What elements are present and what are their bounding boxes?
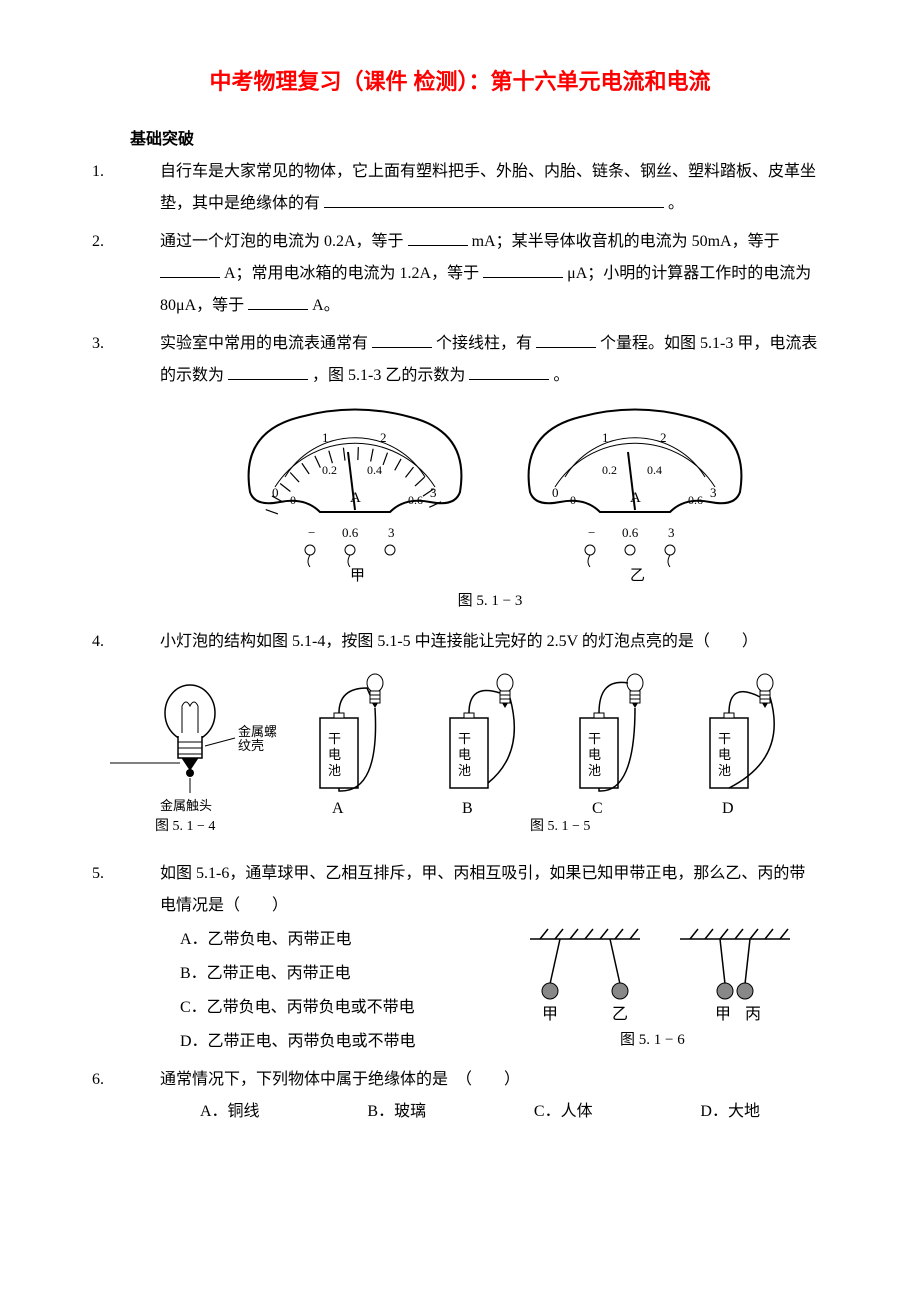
svg-text:3: 3	[388, 525, 395, 540]
q1-num: 1.	[126, 156, 156, 188]
svg-text:图 5. 1 − 4: 图 5. 1 − 4	[155, 819, 215, 834]
svg-text:0: 0	[552, 485, 559, 500]
svg-text:C: C	[592, 800, 603, 817]
svg-text:池: 池	[458, 763, 471, 778]
svg-text:A: A	[630, 490, 641, 506]
q2-text-a: 通过一个灯泡的电流为 0.2A，等于	[160, 233, 404, 250]
q3-text-a: 实验室中常用的电流表通常有	[160, 335, 368, 352]
svg-text:干: 干	[458, 731, 471, 746]
question-4: 4. 小灯泡的结构如图 5.1-4，按图 5.1-5 中连接能让完好的 2.5V…	[100, 626, 820, 848]
question-6: 6. 通常情况下，下列物体中属于绝缘体的是 （ ） A．铜线 B．玻璃 C．人体…	[100, 1064, 820, 1128]
svg-text:A: A	[332, 800, 344, 817]
q5-figure: 甲 乙 甲 丙 图 5. 1 − 6	[520, 924, 810, 1054]
q3-text-b: 个接线柱，有	[436, 335, 532, 352]
q3-blank-1	[372, 331, 432, 348]
question-3: 3. 实验室中常用的电流表通常有 个接线柱，有 个量程。如图 5.1-3 甲，电…	[100, 328, 820, 616]
svg-text:0.2: 0.2	[602, 463, 617, 477]
svg-text:池: 池	[718, 763, 731, 778]
q6-opt-c: C．人体	[534, 1096, 593, 1128]
svg-text:甲: 甲	[542, 1006, 558, 1023]
svg-text:3: 3	[430, 485, 437, 500]
svg-text:0: 0	[290, 493, 296, 507]
page-title: 中考物理复习（课件 检测）：第十六单元电流和电流	[100, 60, 820, 104]
q2-text-e: A。	[312, 297, 340, 314]
question-list: 1. 自行车是大家常见的物体，它上面有塑料把手、外胎、内胎、链条、钢丝、塑料踏板…	[100, 156, 820, 1128]
q6-options: A．铜线 B．玻璃 C．人体 D．大地	[160, 1096, 820, 1128]
q4-text: 小灯泡的结构如图 5.1-4，按图 5.1-5 中连接能让完好的 2.5V 的灯…	[160, 633, 758, 650]
q6-opt-d: D．大地	[700, 1096, 760, 1128]
question-5: 5. 如图 5.1-6，通草球甲、乙相互排斥，甲、丙相互吸引，如果已知甲带正电，…	[100, 858, 820, 1058]
svg-text:甲: 甲	[715, 1006, 731, 1023]
q6-opt-b: B．玻璃	[367, 1096, 426, 1128]
q6-text: 通常情况下，下列物体中属于绝缘体的是 （ ）	[160, 1071, 520, 1088]
svg-text:干: 干	[588, 731, 601, 746]
svg-text:甲: 甲	[350, 568, 365, 582]
svg-text:电: 电	[458, 747, 471, 762]
q4-figure: 金属螺 纹壳 绝缘层 金属触头 图 5. 1 − 4 干 电 池 A	[100, 668, 820, 848]
q3-figure-caption: 图 5. 1 − 3	[160, 586, 820, 616]
q4-num: 4.	[126, 626, 156, 658]
q2-text-c: A；常用电冰箱的电流为 1.2A，等于	[224, 265, 479, 282]
question-2: 2. 通过一个灯泡的电流为 0.2A，等于 mA；某半导体收音机的电流为 50m…	[100, 226, 820, 322]
svg-text:纹壳: 纹壳	[238, 738, 264, 753]
svg-text:2: 2	[380, 430, 387, 445]
q6-opt-a: A．铜线	[200, 1096, 260, 1128]
svg-text:0.2: 0.2	[322, 463, 337, 477]
q3-figure: 0 1 2 3 0 0.2 0.4 0.6 A − 0.6 3	[160, 402, 820, 616]
svg-text:0.4: 0.4	[647, 463, 662, 477]
svg-text:图 5. 1 − 5: 图 5. 1 − 5	[530, 819, 590, 834]
q3-blank-4	[469, 363, 549, 380]
svg-text:0.4: 0.4	[367, 463, 382, 477]
svg-text:池: 池	[328, 763, 341, 778]
q3-text-d: ，图 5.1-3 乙的示数为	[312, 367, 465, 384]
svg-text:0.6: 0.6	[622, 525, 639, 540]
svg-text:干: 干	[328, 731, 341, 746]
q2-blank-2	[160, 261, 220, 278]
svg-text:池: 池	[588, 763, 601, 778]
svg-text:1: 1	[602, 430, 609, 445]
q3-blank-2	[536, 331, 596, 348]
svg-text:丙: 丙	[745, 1006, 761, 1023]
svg-text:3: 3	[668, 525, 675, 540]
svg-text:电: 电	[718, 747, 731, 762]
svg-text:电: 电	[588, 747, 601, 762]
q5-text: 如图 5.1-6，通草球甲、乙相互排斥，甲、丙相互吸引，如果已知甲带正电，那么乙…	[160, 865, 805, 914]
svg-text:2: 2	[660, 430, 667, 445]
q3-num: 3.	[126, 328, 156, 360]
svg-text:1: 1	[322, 430, 329, 445]
svg-text:3: 3	[710, 485, 717, 500]
q2-num: 2.	[126, 226, 156, 258]
section-header: 基础突破	[130, 124, 820, 156]
svg-text:0.6: 0.6	[688, 493, 703, 507]
svg-text:B: B	[462, 800, 473, 817]
svg-text:A: A	[350, 490, 361, 506]
svg-text:0.6: 0.6	[408, 493, 423, 507]
svg-text:图 5. 1 − 6: 图 5. 1 − 6	[620, 1031, 685, 1048]
svg-text:金属螺: 金属螺	[238, 724, 277, 739]
svg-text:干: 干	[718, 731, 731, 746]
q2-blank-3	[483, 261, 563, 278]
q2-blank-4	[248, 293, 308, 310]
svg-text:0: 0	[570, 493, 576, 507]
svg-text:D: D	[722, 800, 734, 817]
question-1: 1. 自行车是大家常见的物体，它上面有塑料把手、外胎、内胎、链条、钢丝、塑料踏板…	[100, 156, 820, 220]
svg-text:0.6: 0.6	[342, 525, 359, 540]
svg-text:乙: 乙	[612, 1006, 628, 1023]
q3-blank-3	[228, 363, 308, 380]
svg-text:−: −	[308, 525, 315, 540]
svg-text:0: 0	[272, 485, 279, 500]
q2-text-b: mA；某半导体收音机的电流为 50mA，等于	[472, 233, 780, 250]
q2-blank-1	[408, 229, 468, 246]
svg-text:电: 电	[328, 747, 341, 762]
q1-text-b: 。	[668, 195, 684, 212]
q1-blank	[324, 191, 664, 208]
svg-text:−: −	[588, 525, 595, 540]
q3-text-e: 。	[553, 367, 569, 384]
q6-num: 6.	[126, 1064, 156, 1096]
svg-text:乙: 乙	[630, 568, 645, 582]
svg-text:金属触头: 金属触头	[160, 798, 212, 813]
q5-num: 5.	[126, 858, 156, 890]
